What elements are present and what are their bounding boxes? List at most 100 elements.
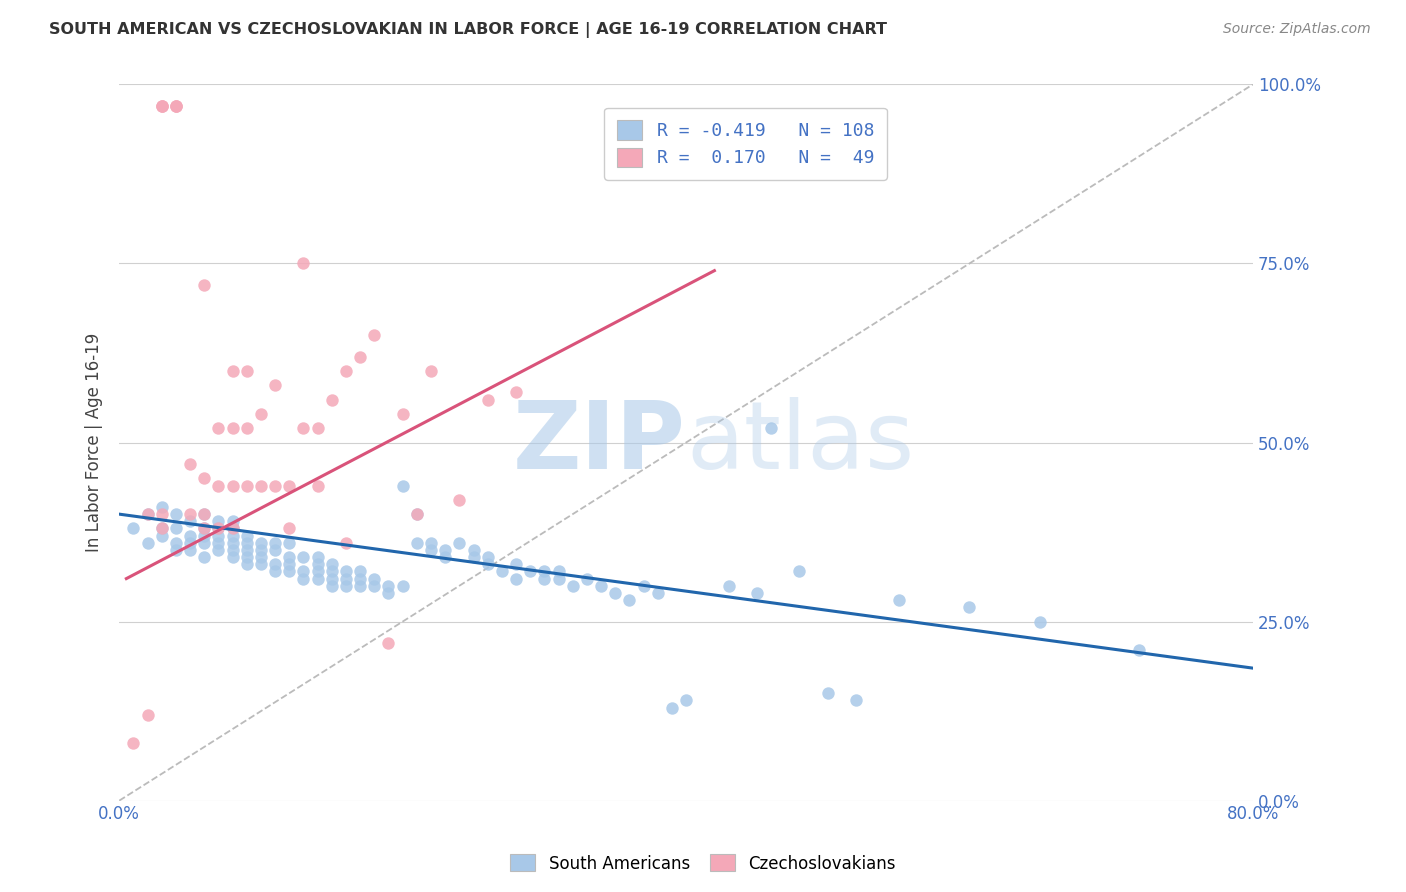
Point	[349, 579, 371, 593]
Point	[745, 586, 768, 600]
Point	[264, 536, 287, 550]
Point	[221, 543, 243, 558]
Point	[349, 572, 371, 586]
Point	[179, 507, 201, 521]
Point	[307, 558, 329, 572]
Point	[207, 514, 229, 528]
Point	[207, 521, 229, 535]
Point	[250, 407, 273, 421]
Point	[165, 543, 187, 558]
Point	[179, 514, 201, 528]
Point	[434, 550, 457, 565]
Point	[505, 572, 527, 586]
Point	[221, 550, 243, 565]
Point	[533, 572, 555, 586]
Point	[405, 507, 427, 521]
Point	[292, 565, 315, 579]
Point	[278, 521, 301, 535]
Text: SOUTH AMERICAN VS CZECHOSLOVAKIAN IN LABOR FORCE | AGE 16-19 CORRELATION CHART: SOUTH AMERICAN VS CZECHOSLOVAKIAN IN LAB…	[49, 22, 887, 38]
Point	[1029, 615, 1052, 629]
Point	[661, 700, 683, 714]
Point	[122, 736, 145, 750]
Point	[150, 500, 173, 514]
Point	[420, 536, 443, 550]
Point	[575, 572, 598, 586]
Point	[221, 521, 243, 535]
Point	[321, 565, 343, 579]
Point	[150, 99, 173, 113]
Point	[207, 521, 229, 535]
Point	[307, 572, 329, 586]
Point	[377, 579, 399, 593]
Point	[221, 364, 243, 378]
Point	[236, 421, 259, 435]
Point	[463, 543, 485, 558]
Point	[887, 593, 910, 607]
Point	[278, 565, 301, 579]
Point	[335, 579, 357, 593]
Point	[221, 528, 243, 542]
Point	[335, 565, 357, 579]
Point	[307, 565, 329, 579]
Point	[589, 579, 612, 593]
Point	[363, 579, 385, 593]
Point	[179, 536, 201, 550]
Point	[633, 579, 655, 593]
Point	[150, 507, 173, 521]
Point	[377, 636, 399, 650]
Point	[179, 457, 201, 471]
Point	[391, 478, 413, 492]
Point	[391, 579, 413, 593]
Point	[193, 521, 215, 535]
Point	[136, 707, 159, 722]
Point	[193, 521, 215, 535]
Point	[165, 507, 187, 521]
Point	[122, 521, 145, 535]
Point	[321, 579, 343, 593]
Point	[321, 572, 343, 586]
Point	[250, 478, 273, 492]
Point	[221, 521, 243, 535]
Point	[278, 550, 301, 565]
Point	[307, 421, 329, 435]
Point	[150, 99, 173, 113]
Point	[264, 558, 287, 572]
Point	[717, 579, 740, 593]
Text: Source: ZipAtlas.com: Source: ZipAtlas.com	[1223, 22, 1371, 37]
Point	[363, 572, 385, 586]
Point	[377, 586, 399, 600]
Point	[533, 565, 555, 579]
Text: atlas: atlas	[686, 397, 914, 489]
Point	[136, 536, 159, 550]
Point	[193, 528, 215, 542]
Point	[250, 536, 273, 550]
Point	[817, 686, 839, 700]
Point	[236, 558, 259, 572]
Point	[165, 521, 187, 535]
Y-axis label: In Labor Force | Age 16-19: In Labor Force | Age 16-19	[86, 333, 103, 552]
Point	[264, 543, 287, 558]
Point	[250, 558, 273, 572]
Point	[463, 550, 485, 565]
Point	[136, 507, 159, 521]
Text: ZIP: ZIP	[513, 397, 686, 489]
Point	[335, 536, 357, 550]
Point	[136, 507, 159, 521]
Point	[278, 478, 301, 492]
Point	[236, 528, 259, 542]
Point	[179, 528, 201, 542]
Point	[193, 536, 215, 550]
Point	[236, 543, 259, 558]
Point	[236, 536, 259, 550]
Point	[193, 471, 215, 485]
Point	[449, 536, 471, 550]
Point	[250, 543, 273, 558]
Point	[321, 392, 343, 407]
Point	[505, 385, 527, 400]
Point	[491, 565, 513, 579]
Point	[434, 543, 457, 558]
Point	[335, 572, 357, 586]
Point	[845, 693, 868, 707]
Point	[278, 536, 301, 550]
Point	[264, 565, 287, 579]
